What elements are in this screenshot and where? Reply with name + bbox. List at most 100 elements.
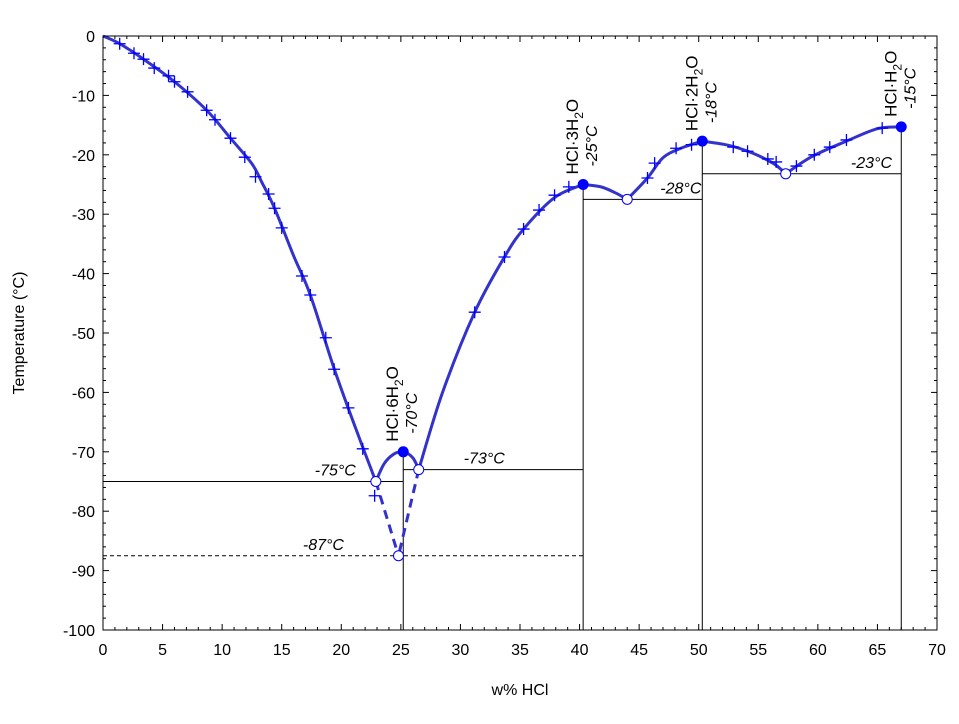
experimental-point <box>137 53 150 66</box>
liquidus-curve <box>582 183 628 201</box>
plot-frame <box>102 35 938 631</box>
x-tick-label: 35 <box>511 642 529 659</box>
x-tick-label: 5 <box>158 642 167 659</box>
experimental-point <box>562 180 575 193</box>
eutectic-lines <box>103 126 902 630</box>
eutectic-temp-label: -75°C <box>315 463 357 480</box>
x-tick-label: 50 <box>690 642 708 659</box>
experimental-point <box>224 132 237 145</box>
x-tick-label: 0 <box>99 642 108 659</box>
y-tick-label: -10 <box>72 88 95 105</box>
experimental-point <box>148 62 161 75</box>
x-tick-label: 45 <box>630 642 648 659</box>
axis-ticks: 0 5 10 15 20 25 30 35 40 45 50 55 60 65 70 0 -10 -20 -30 -4… <box>63 29 946 659</box>
congruent-melting-point <box>696 135 708 147</box>
y-tick-label: -50 <box>72 326 95 343</box>
x-tick-label: 25 <box>392 642 410 659</box>
x-tick-label: 40 <box>571 642 589 659</box>
experimental-point <box>328 363 341 376</box>
x-tick-label: 20 <box>332 642 350 659</box>
experimental-point <box>641 171 654 184</box>
experimental-point <box>368 489 381 502</box>
eutectic-point <box>370 476 382 487</box>
experimental-point <box>268 202 281 215</box>
y-tick-label: -30 <box>72 207 95 224</box>
experimental-point <box>823 141 836 154</box>
data-points <box>113 37 907 562</box>
experimental-point <box>200 104 213 117</box>
annotations: -75°C -73°C -87°C -28°C -23°C HCl·6H2O-70°C HC… <box>303 51 919 554</box>
y-tick-label: -70 <box>72 445 95 462</box>
compound-formula-label: HCl·2H2O <box>682 55 705 131</box>
experimental-point <box>238 151 251 164</box>
compound-melting-temp-label: -18°C <box>703 82 720 124</box>
eutectic-point <box>621 193 633 205</box>
experimental-point <box>249 170 262 183</box>
experimental-point <box>770 155 783 168</box>
x-tick-label: 70 <box>928 642 946 659</box>
experimental-point <box>262 188 275 201</box>
experimental-point <box>876 122 889 135</box>
experimental-point <box>790 160 803 173</box>
experimental-point <box>342 401 355 414</box>
experimental-point <box>808 148 821 161</box>
congruent-melting-point <box>895 121 907 133</box>
experimental-point <box>670 142 683 155</box>
compound-melting-temp-label: -15°C <box>902 67 919 109</box>
experimental-point <box>162 69 175 82</box>
liquidus-curve <box>626 139 703 201</box>
liquidus-curve <box>702 139 787 175</box>
experimental-point <box>356 442 369 455</box>
experimental-point <box>840 133 853 146</box>
congruent-melting-point <box>577 179 589 190</box>
liquidus-curves <box>102 34 902 557</box>
experimental-point <box>517 223 530 236</box>
y-tick-label: -60 <box>72 385 95 402</box>
liquidus-curve <box>374 450 421 483</box>
eutectic-temp-label: -87°C <box>303 537 345 554</box>
y-tick-label: 0 <box>86 29 95 46</box>
experimental-point <box>685 138 698 151</box>
x-tick-label: 10 <box>213 642 231 659</box>
y-tick-label: -40 <box>72 267 95 284</box>
eutectic-point <box>413 464 425 476</box>
experimental-point <box>761 152 774 165</box>
x-tick-label: 55 <box>749 642 767 659</box>
experimental-point <box>127 47 140 60</box>
experimental-point <box>181 85 194 98</box>
experimental-point <box>741 145 754 158</box>
eutectic-temp-label: -28°C <box>660 180 702 197</box>
experimental-point <box>275 221 288 234</box>
experimental-point <box>304 288 317 301</box>
y-tick-label: -100 <box>63 623 95 640</box>
y-tick-label: -20 <box>72 148 95 165</box>
experimental-point <box>648 157 661 170</box>
compound-melting-temp-label: -25°C <box>584 125 601 167</box>
experimental-point <box>468 306 481 319</box>
x-tick-label: 30 <box>452 642 470 659</box>
compound-formula-label: HCl·6H2O <box>383 366 406 442</box>
eutectic-point <box>392 550 404 562</box>
y-tick-label: -80 <box>72 504 95 521</box>
experimental-point <box>548 189 561 202</box>
eutectic-temp-label: -23°C <box>851 155 893 172</box>
eutectic-point <box>780 168 792 180</box>
experimental-point <box>168 75 181 88</box>
experimental-point <box>319 331 332 344</box>
x-tick-label: 65 <box>869 642 887 659</box>
experimental-point <box>498 250 511 263</box>
experimental-point <box>113 37 126 50</box>
compound-formula-label: HCl·H2O <box>881 51 904 117</box>
eutectic-temp-label: -73°C <box>464 451 506 468</box>
experimental-point <box>533 204 546 217</box>
x-tick-label: 15 <box>273 642 291 659</box>
congruent-melting-point <box>397 446 409 458</box>
x-axis-label: w% HCl <box>491 682 549 699</box>
y-axis-label: Temperature (°C) <box>11 272 28 395</box>
x-tick-label: 60 <box>809 642 827 659</box>
metastable-curve <box>397 469 421 557</box>
experimental-point <box>727 141 740 154</box>
compound-melting-temp-label: -70°C <box>404 392 421 434</box>
compound-formula-label: HCl·3H2O <box>563 99 586 175</box>
